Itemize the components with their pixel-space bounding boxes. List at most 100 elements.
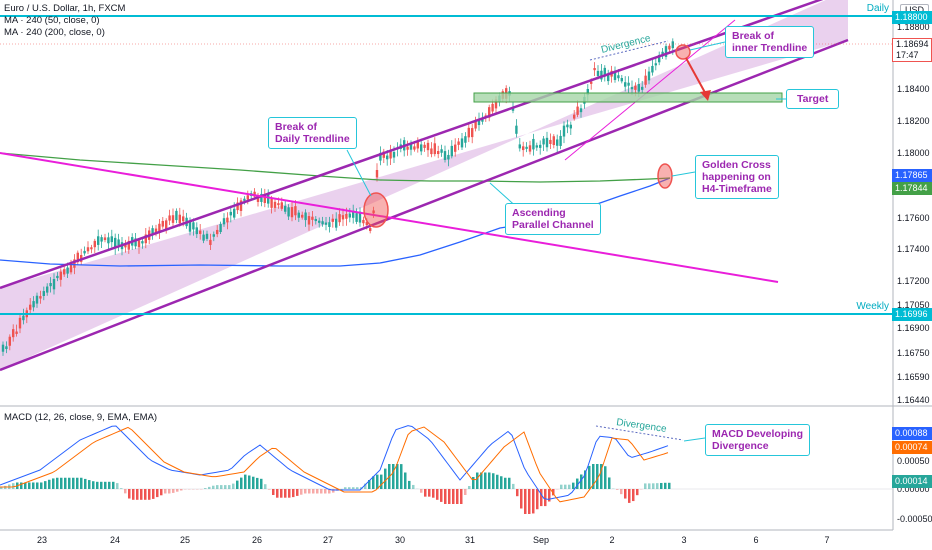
histogram-bar [488, 472, 491, 489]
candle-body [267, 193, 270, 204]
histogram-bar [28, 482, 31, 489]
histogram-bar [412, 484, 415, 489]
histogram-bar [160, 489, 163, 496]
histogram-bar [540, 489, 543, 507]
candle-body [406, 146, 409, 150]
candle-body [426, 142, 430, 151]
histogram-bar [216, 485, 219, 489]
candle-body [641, 86, 644, 90]
histogram-bar [392, 464, 395, 489]
candle-body [86, 247, 90, 252]
candle-body [488, 107, 491, 118]
candle-body [22, 315, 25, 321]
macd-tick-label: 0.00050 [897, 456, 930, 466]
histogram-bar [256, 477, 259, 489]
histogram-bar [560, 484, 563, 489]
signal-line [0, 426, 669, 503]
break-daily-text: Break of Daily Trendline [275, 121, 350, 145]
candle-body [56, 275, 59, 279]
candle-body [593, 68, 596, 71]
histogram-bar [168, 489, 171, 494]
histogram-bar [300, 489, 303, 495]
candle-body [467, 127, 470, 138]
histogram-bar [240, 477, 243, 489]
candle-body [634, 85, 637, 90]
histogram-bar [36, 482, 39, 489]
histogram-bar [500, 476, 503, 489]
candle-body [212, 234, 215, 237]
candle-body [624, 82, 627, 87]
candle-body [528, 145, 532, 152]
candle-body [345, 213, 348, 219]
candle-body [437, 151, 440, 155]
macd-legend[interactable]: MACD (12, 26, close, 9, EMA, EMA) [4, 412, 157, 424]
histogram-bar [156, 489, 159, 498]
golden-cross-text: Golden Cross happening on H4-Timeframe [702, 159, 772, 195]
histogram-bar [420, 489, 423, 493]
time-tick-label: 25 [180, 535, 190, 545]
candle-body [175, 210, 178, 221]
candle-body [273, 201, 277, 208]
histogram-bar [372, 476, 375, 489]
histogram-bar [436, 489, 439, 500]
candle-body [202, 234, 205, 241]
price-tick-label: 1.16900 [897, 323, 930, 333]
candle-body [195, 227, 198, 235]
histogram-bar [140, 489, 143, 500]
histogram-bar [568, 484, 571, 489]
candle-body [256, 197, 260, 202]
candle-body [647, 71, 651, 81]
golden-cross-circle [657, 163, 673, 189]
candle-body [491, 103, 494, 112]
histogram-bar [164, 489, 167, 494]
histogram-bar [536, 489, 539, 510]
time-tick-label: 2 [609, 535, 614, 545]
candle-body [518, 144, 521, 149]
candle-body [651, 65, 654, 73]
macd-value-tag: 0.00088 [892, 427, 932, 440]
time-tick-label: 23 [37, 535, 47, 545]
candle-body [158, 223, 161, 233]
histogram-bar [520, 489, 523, 509]
histogram-bar [64, 477, 67, 489]
histogram-bar [180, 489, 183, 491]
histogram-bar [148, 489, 151, 500]
time-tick-label: 3 [681, 535, 686, 545]
histogram-bar [480, 472, 483, 489]
symbol-title[interactable]: Euro / U.S. Dollar, 1h, FXCM [4, 3, 126, 14]
candle-body [535, 145, 538, 148]
candle-body [69, 263, 73, 273]
histogram-bar [308, 489, 311, 494]
ma200-legend[interactable]: MA · 240 (200, close, 0) [4, 27, 105, 38]
histogram-bar [408, 480, 411, 489]
candle-body [124, 244, 127, 248]
break-inner-callout: Break of inner Trendline [725, 26, 815, 58]
histogram-bar [584, 470, 587, 489]
histogram-bar [44, 481, 47, 489]
candle-body [671, 41, 674, 49]
histogram-bar [620, 489, 623, 495]
candle-body [341, 215, 345, 220]
histogram-bar [288, 489, 291, 498]
candle-body [73, 259, 76, 268]
histogram-bar [632, 489, 635, 502]
histogram-bar [92, 481, 95, 489]
candle-body [362, 219, 365, 224]
candle-body [522, 146, 525, 151]
histogram-bar [72, 477, 75, 489]
candle-body [284, 205, 287, 212]
histogram-bar [316, 489, 319, 494]
histogram-bar [624, 489, 627, 499]
ma50-legend[interactable]: MA · 240 (50, close, 0) [4, 15, 100, 26]
candle-body [443, 151, 447, 160]
histogram-bar [524, 489, 527, 514]
histogram-bar [128, 489, 131, 499]
candle-body [76, 252, 79, 263]
candle-body [93, 240, 96, 248]
candle-body [233, 208, 236, 218]
histogram-bar [464, 489, 467, 495]
histogram-bar [124, 489, 127, 494]
macd-tick-label: 0.00000 [897, 484, 930, 494]
candle-body [209, 239, 212, 245]
